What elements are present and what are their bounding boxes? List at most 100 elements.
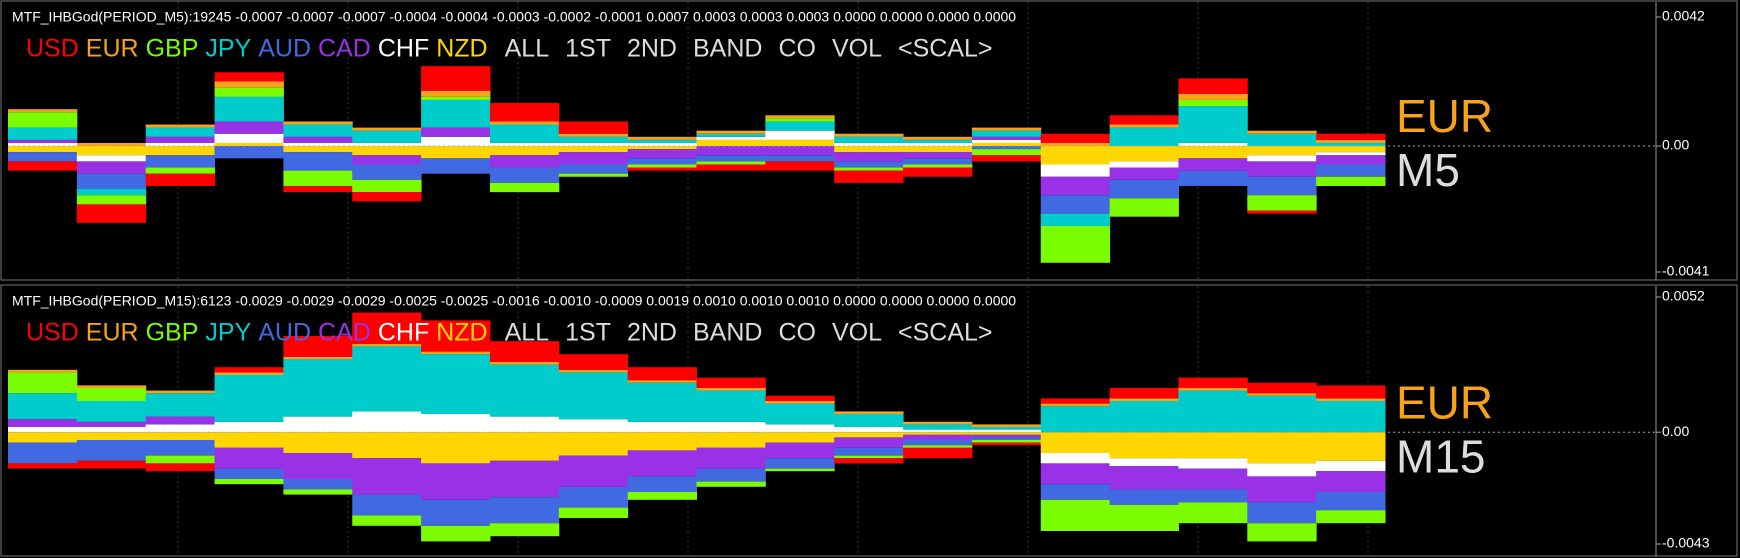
bar-segment bbox=[283, 170, 353, 186]
bar-segment bbox=[145, 463, 216, 472]
bar-segment bbox=[421, 90, 491, 97]
bar-segment bbox=[765, 424, 835, 433]
bar-segment bbox=[696, 432, 766, 448]
bar-segment bbox=[765, 401, 835, 404]
bar-segment bbox=[421, 499, 491, 526]
bar-segment bbox=[971, 142, 1042, 147]
bar-segment bbox=[1040, 398, 1111, 404]
bar-segment bbox=[214, 81, 284, 88]
legend-entry[interactable]: AUD bbox=[258, 35, 311, 63]
bar-segment bbox=[1247, 130, 1317, 134]
bar-segment bbox=[1178, 458, 1248, 469]
bar-segment bbox=[8, 372, 78, 394]
bar-segment bbox=[1247, 432, 1317, 464]
bar-segment bbox=[1247, 161, 1317, 177]
bar-segment bbox=[1247, 133, 1317, 147]
legend-entry[interactable]: USD bbox=[26, 319, 79, 347]
bar-segment bbox=[558, 136, 629, 143]
bar-segment bbox=[1247, 155, 1317, 162]
legend-entry[interactable]: NZD bbox=[436, 35, 487, 63]
bar-segment bbox=[903, 447, 973, 459]
bar-segment bbox=[1316, 133, 1386, 140]
bar-segment bbox=[283, 336, 353, 357]
legend-entry[interactable]: NZD bbox=[436, 319, 487, 347]
bar-segment bbox=[1109, 124, 1179, 128]
toolbar-button[interactable]: 1ST bbox=[565, 319, 611, 347]
legend-entry[interactable]: CHF bbox=[378, 35, 429, 63]
bar-segment bbox=[627, 158, 697, 165]
bar-segment bbox=[1040, 406, 1111, 433]
bar-segment bbox=[627, 139, 697, 143]
toolbar-button[interactable]: ALL bbox=[505, 319, 550, 347]
legend-entry[interactable]: EUR bbox=[86, 35, 139, 63]
bar-segment bbox=[765, 458, 835, 469]
bar-segment bbox=[352, 164, 422, 180]
legend-entry[interactable]: USD bbox=[26, 35, 79, 63]
bar-segment bbox=[145, 424, 216, 433]
bar-segment bbox=[558, 152, 629, 165]
bar-segment bbox=[1109, 115, 1179, 125]
bar-segment bbox=[1040, 403, 1111, 407]
bar-segment bbox=[834, 167, 904, 171]
bar-segment bbox=[1247, 476, 1317, 503]
toolbar-button[interactable]: CO bbox=[778, 319, 816, 347]
bar-segment bbox=[214, 372, 284, 375]
bar-segment bbox=[627, 142, 697, 147]
toolbar-button[interactable]: ALL bbox=[505, 35, 550, 63]
toolbar-button[interactable]: BAND bbox=[693, 319, 762, 347]
legend-entry[interactable]: JPY bbox=[205, 35, 251, 63]
toolbar-button[interactable]: CO bbox=[778, 35, 816, 63]
bar-segment bbox=[627, 136, 697, 140]
bar-segment bbox=[834, 170, 904, 183]
bar-segment bbox=[214, 432, 284, 448]
toolbar-button[interactable]: VOL bbox=[832, 35, 882, 63]
bar-segment bbox=[214, 87, 284, 97]
currency-label: EUR bbox=[1396, 376, 1493, 428]
bar-segment bbox=[489, 167, 560, 183]
bar-segment bbox=[1109, 505, 1179, 531]
toolbar-button[interactable]: 2ND bbox=[627, 35, 677, 63]
bar-segment bbox=[352, 515, 422, 526]
legend-entry[interactable]: EUR bbox=[86, 319, 139, 347]
toolbar-button[interactable]: 2ND bbox=[627, 319, 677, 347]
legend-entry[interactable]: GBP bbox=[146, 35, 199, 63]
bar-segment bbox=[903, 434, 973, 440]
bar-segment bbox=[421, 136, 491, 147]
legend-entry[interactable]: JPY bbox=[205, 319, 251, 347]
bar-segment bbox=[421, 351, 491, 355]
bar-segment bbox=[1316, 510, 1386, 524]
bar-segment bbox=[1040, 142, 1111, 147]
toolbar-button[interactable]: <SCAL> bbox=[898, 319, 993, 347]
bar-segment bbox=[558, 142, 629, 147]
bar-segment bbox=[214, 121, 284, 134]
legend-entry[interactable]: CAD bbox=[318, 35, 371, 63]
bar-segment bbox=[8, 109, 78, 113]
bar-segment bbox=[1316, 401, 1386, 433]
legend-entry[interactable]: GBP bbox=[146, 319, 199, 347]
bar-segment bbox=[627, 450, 697, 477]
toolbar-button[interactable]: BAND bbox=[693, 35, 762, 63]
toolbar-button[interactable]: 1ST bbox=[565, 35, 611, 63]
y-tick-label: 0.0042 bbox=[1662, 8, 1705, 24]
bar-segment bbox=[627, 367, 697, 381]
bar-segment bbox=[283, 146, 353, 153]
legend-entry[interactable]: AUD bbox=[258, 319, 311, 347]
bar-segment bbox=[765, 395, 835, 401]
bar-segment bbox=[765, 161, 835, 171]
bar-segment bbox=[145, 155, 216, 168]
toolbar-button[interactable]: <SCAL> bbox=[898, 35, 993, 63]
bar-segment bbox=[352, 146, 422, 156]
bar-segment bbox=[1109, 161, 1179, 168]
legend-entry[interactable]: CHF bbox=[378, 319, 429, 347]
legend-entry[interactable]: CAD bbox=[318, 319, 371, 347]
y-tick-label: 0.00 bbox=[1662, 137, 1689, 153]
bar-segment bbox=[627, 421, 697, 433]
bar-segment bbox=[489, 497, 560, 524]
bar-segment bbox=[1109, 466, 1179, 490]
y-tick-label: -0.0043 bbox=[1662, 535, 1710, 551]
toolbar-button[interactable]: VOL bbox=[832, 319, 882, 347]
bar-segment bbox=[421, 146, 491, 159]
bar-segment bbox=[696, 377, 766, 388]
bar-segment bbox=[1109, 388, 1179, 399]
